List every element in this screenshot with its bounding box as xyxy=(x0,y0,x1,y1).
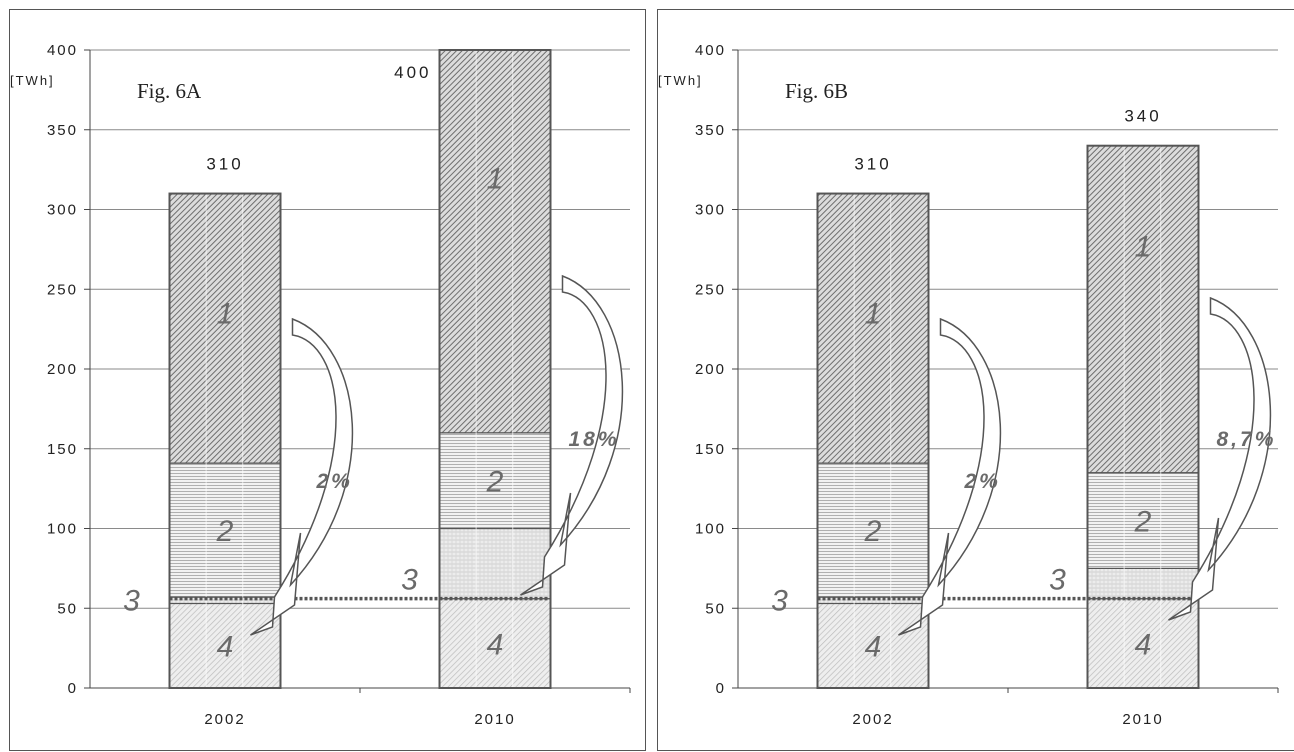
segment-label-1: 1 xyxy=(865,297,882,330)
chart-panel-fig-6a: 0 50 100 150 200 250 300 350 400 [TWh] Fig. 6A 310 2… xyxy=(9,9,646,751)
bar-segment-1 xyxy=(168,192,282,464)
y-tick-label: 50 xyxy=(57,600,78,617)
y-tick-label: 200 xyxy=(695,361,726,378)
y-tick-label: 250 xyxy=(695,281,726,298)
segment-label-2: 2 xyxy=(486,466,504,499)
bar-total-label: 400 xyxy=(394,63,431,82)
percentage-annotation: 18% xyxy=(569,428,620,451)
chart-fig-6b: 0 50 100 150 200 250 300 350 400 [TWh] Fig. 6B 310 2… xyxy=(658,42,1279,728)
bar-outline xyxy=(168,192,282,690)
y-tick-label: 150 xyxy=(47,441,78,458)
bar-segment-1 xyxy=(816,192,930,464)
bar-segment-2 xyxy=(438,432,552,530)
bar-outline xyxy=(816,192,930,690)
x-tick-label: 2002 xyxy=(204,711,245,728)
y-tick-label: 150 xyxy=(695,441,726,458)
y-tick-label: 400 xyxy=(47,42,78,59)
transfer-arrow xyxy=(898,317,1002,636)
segment-label-4: 4 xyxy=(865,631,882,664)
bar-segment-3 xyxy=(1086,567,1200,600)
segment-label-1: 1 xyxy=(487,163,504,196)
segment-label-2: 2 xyxy=(864,515,882,548)
segment-label-2: 2 xyxy=(216,515,234,548)
x-tick-label: 2002 xyxy=(852,711,893,728)
transfer-arrow xyxy=(1168,296,1272,621)
y-tick-label: 350 xyxy=(695,122,726,139)
y-axis-unit-label: [TWh] xyxy=(658,73,703,88)
transfer-arrow xyxy=(250,317,354,636)
y-tick-label: 250 xyxy=(47,281,78,298)
bar-total-label: 340 xyxy=(1124,107,1161,126)
segment-label-1: 1 xyxy=(217,297,234,330)
bar-segment-2 xyxy=(816,462,930,598)
percentage-annotation: 8,7% xyxy=(1217,428,1277,451)
segment-label-3: 3 xyxy=(401,564,418,597)
y-tick-label: 0 xyxy=(716,680,726,697)
x-tick-label: 2010 xyxy=(474,711,515,728)
segment-label-2: 2 xyxy=(1134,506,1152,539)
bar-total-label: 310 xyxy=(206,155,243,174)
y-tick-label: 300 xyxy=(47,202,78,219)
y-tick-label: 350 xyxy=(47,122,78,139)
chart-panel-fig-6b: 0 50 100 150 200 250 300 350 400 [TWh] Fig. 6B 310 2… xyxy=(657,9,1294,751)
chart-fig-6a: 0 50 100 150 200 250 300 350 400 [TWh] Fig. 6A 310 2… xyxy=(10,42,631,728)
bar-outline xyxy=(1086,144,1200,689)
y-tick-label: 100 xyxy=(695,521,726,538)
transfer-arrow xyxy=(520,274,624,596)
segment-label-3: 3 xyxy=(771,584,788,617)
bar-segment-1 xyxy=(438,49,552,434)
y-tick-label: 100 xyxy=(47,521,78,538)
bar-segment-2 xyxy=(1086,472,1200,569)
y-tick-label: 200 xyxy=(47,361,78,378)
y-tick-label: 0 xyxy=(68,680,78,697)
segment-label-3: 3 xyxy=(123,584,140,617)
bar-total-label: 310 xyxy=(854,155,891,174)
bar-segment-1 xyxy=(1086,145,1200,474)
segment-label-4: 4 xyxy=(217,631,234,664)
figure-title: Fig. 6A xyxy=(137,79,202,103)
percentage-annotation: 2% xyxy=(964,470,1001,493)
y-tick-label: 300 xyxy=(695,202,726,219)
segment-label-4: 4 xyxy=(487,628,504,661)
segment-label-3: 3 xyxy=(1049,564,1066,597)
segment-label-1: 1 xyxy=(1135,230,1152,263)
y-axis-unit-label: [TWh] xyxy=(10,73,55,88)
figure-title: Fig. 6B xyxy=(785,79,848,103)
percentage-annotation: 2% xyxy=(316,470,353,493)
x-tick-label: 2010 xyxy=(1122,711,1163,728)
bar-segment-4 xyxy=(438,598,552,689)
y-tick-label: 400 xyxy=(695,42,726,59)
bar-outline xyxy=(438,49,552,689)
segment-label-4: 4 xyxy=(1135,628,1152,661)
y-tick-label: 50 xyxy=(705,600,726,617)
